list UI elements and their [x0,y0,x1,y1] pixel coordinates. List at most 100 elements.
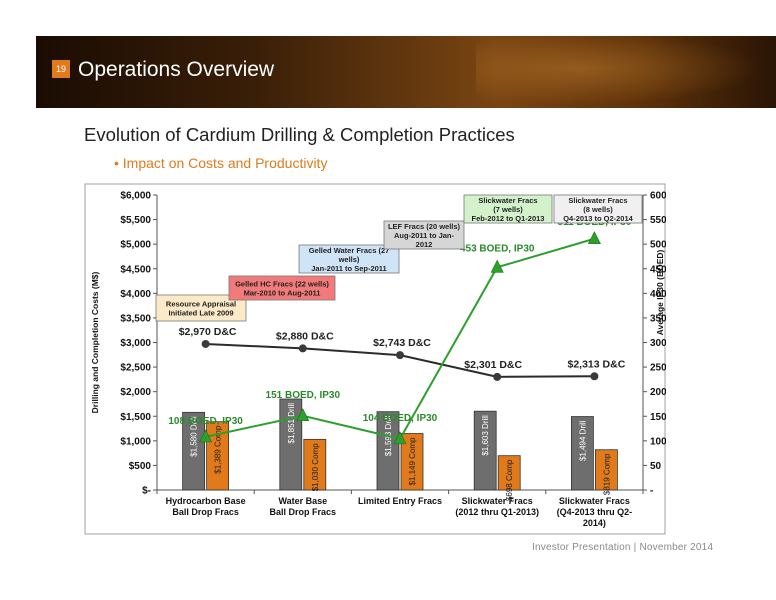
bar-comp [303,438,327,491]
bar-data-label: $698 Comp [505,459,514,501]
dc-cost-label: $2,743 D&C [373,337,431,349]
y-tick-label-left: $3,500 [120,313,151,324]
footer-text: Investor Presentation | November 2014 [532,542,714,553]
era-annotation-text: LEF Fracs (20 wells) [388,222,461,231]
bar-comp [206,421,229,491]
y-tick-label-left: $2,000 [120,387,151,398]
era-annotation-text: wells) [338,255,360,264]
bar-data-label: $1,389 Comp [214,425,223,474]
bar-data-label: $819 Comp [602,453,611,495]
dc-cost-point [493,372,502,381]
y-tick-label-left: $5,000 [120,240,151,251]
x-tick-label: (2012 thru Q1-2013) [455,507,539,517]
era-annotation-box [298,244,400,274]
bar-data-label: $1,149 Comp [408,437,417,486]
y-tick-label-right: 550 [650,215,666,226]
slide-title: Operations Overview [78,58,275,81]
bar-data-label: $1,580 Drill [190,416,199,457]
era-annotation-text: Gelled Water Fracs (27 [309,246,390,255]
era-annotation-text: Q4-2013 to Q2-2014 [563,214,633,223]
y-tick-label-right: - [650,486,653,497]
x-tick-label: 2014) [583,518,606,528]
era-annotation-text: Slickwater Fracs [478,196,537,205]
bullet-text: • Impact on Costs and Productivity [114,155,328,171]
era-annotation-box [228,275,336,301]
banner-highlight [476,36,776,108]
dc-cost-point [298,344,307,353]
ip30-label: 453 BOED, IP30 [460,243,535,254]
x-tick-label: Water Base [278,496,327,506]
dc-cost-point [201,339,210,348]
slide-heading: Evolution of Cardium Drilling & Completi… [84,124,515,145]
dc-cost-label: $2,880 D&C [276,330,334,342]
x-tick-label: Ball Drop Fracs [172,507,239,517]
dc-cost-point [590,372,599,381]
y-tick-label-right: 500 [650,240,666,251]
bar-comp [497,455,521,491]
y-tick-label-left: $5,500 [120,215,151,226]
y-tick-label-right: 300 [650,338,666,349]
bar-data-label: $1,851 Drill [287,403,296,444]
era-annotation-text: (8 wells) [583,205,613,214]
x-tick-label: Slickwater Fracs [462,496,533,506]
era-annotation-box [553,194,643,224]
era-annotation-text: 2012 [416,240,433,249]
chart-frame [84,183,666,535]
era-annotation-text: Aug-2011 to Jan- [394,231,455,240]
ip30-label: 104 BOED, IP30 [363,413,438,424]
y-tick-label-left: $4,000 [120,289,151,300]
y-tick-label-left: $3,000 [120,338,151,349]
title-banner [36,36,776,108]
dc-cost-label: $2,301 D&C [464,359,522,371]
bar-comp [594,449,618,491]
era-annotation-text: Feb-2012 to Q1-2013 [472,214,545,223]
era-annotation-text: Mar-2010 to Aug-2011 [244,289,321,298]
y-axis-title-right: Average IP30 (BOED) [655,250,665,336]
dc-cost-label: $2,313 D&C [568,358,626,370]
y-tick-label-left: $6,000 [120,191,151,202]
era-annotation-text: Initiated Late 2009 [168,309,233,318]
ip30-point [587,231,601,245]
ip30-point [490,259,504,273]
era-annotation-text: Slickwater Fracs [568,196,627,205]
page-number: 19 [52,60,70,78]
bar-drill [376,411,400,491]
era-annotation-text: Jan-2011 to Sep-2011 [311,264,386,273]
bar-data-label: $1,603 Drill [481,415,490,456]
y-tick-label-left: $1,000 [120,436,151,447]
y-tick-label-left: $2,500 [120,363,151,374]
bar-drill [570,416,594,491]
y-tick-label-right: 200 [650,387,666,398]
bar-drill [182,411,205,491]
y-tick-label-right: 50 [650,461,662,472]
y-tick-label-right: 600 [650,191,666,202]
y-tick-label-right: 400 [650,289,666,300]
bar-drill [279,398,303,491]
y-tick-label-right: 150 [650,412,666,423]
era-annotation-text: Gelled HC Fracs (22 wells) [235,280,329,289]
ip30-label: 108 BOED, IP30 [168,416,243,427]
x-tick-label: Ball Drop Fracs [270,507,337,517]
bar-drill [473,410,497,491]
y-axis-title-left: Drilling and Completion Costs (M$) [90,272,100,414]
y-tick-label-right: 450 [650,264,666,275]
era-annotation-text: Resource Appraisal [166,300,236,309]
ip30-label: 151 BOED, IP30 [266,390,341,401]
dc-cost-point [396,351,404,360]
y-tick-label-left: $- [142,486,151,497]
era-annotation-box [383,220,465,250]
y-tick-label-left: $500 [129,461,152,472]
x-tick-label: (Q4-2013 thru Q2- [557,507,633,517]
x-tick-label: Limited Entry Fracs [358,496,442,506]
era-annotation-box [463,194,553,224]
cost-productivity-chart: $- $500 $1,000 $1,500 $2,000 $2,500 $3,000 $3,5… [84,183,666,535]
x-tick-label: Hydrocarbon Base [166,496,246,506]
dc-cost-label: $2,970 D&C [179,326,237,338]
y-tick-label-right: 250 [650,363,666,374]
bar-data-label: $1,494 Drill [578,420,587,461]
y-tick-label-left: $4,500 [120,264,151,275]
bar-data-label: $1,030 Comp [311,443,320,492]
y-tick-label-right: 100 [650,436,666,447]
bar-comp [400,433,424,491]
era-annotation-text: (7 wells) [493,205,523,214]
